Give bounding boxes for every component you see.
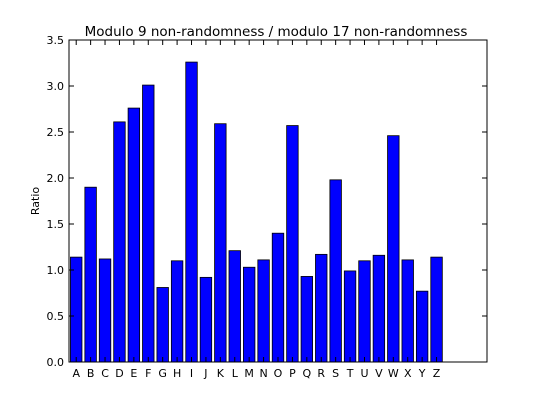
x-tick-label-a: A — [72, 367, 80, 380]
bar-y — [415, 290, 429, 363]
bar-u — [358, 260, 371, 363]
x-tick-label-f: F — [145, 367, 151, 380]
y-tick-label: 2.0 — [47, 172, 65, 185]
x-tick-label-r: R — [317, 367, 325, 380]
y-tick-label: 2.5 — [47, 126, 65, 139]
bar-x — [401, 259, 414, 363]
x-tick-label-s: S — [332, 367, 339, 380]
y-axis-label: Ratio — [29, 187, 42, 216]
bar-w — [387, 135, 400, 363]
x-tick-label-z: Z — [433, 367, 441, 380]
y-tick-label: 1.0 — [47, 264, 65, 277]
bar-l — [228, 250, 241, 363]
x-tick-label-v: V — [375, 367, 383, 380]
bar-j — [199, 276, 213, 363]
bar-h — [170, 260, 184, 363]
x-tick-label-g: G — [158, 367, 167, 380]
x-tick-label-w: W — [388, 367, 399, 380]
bar-g — [156, 287, 169, 363]
x-tick-label-n: N — [259, 367, 267, 380]
x-tick-label-j: J — [203, 367, 207, 380]
x-tick-label-t: T — [346, 367, 354, 380]
bar-b — [84, 186, 97, 363]
x-tick-label-o: O — [274, 367, 283, 380]
chart-title: Modulo 9 non-randomness / modulo 17 non-… — [85, 24, 468, 40]
bar-q — [300, 276, 313, 363]
x-tick-label-x: X — [404, 367, 412, 380]
bar-e — [127, 107, 141, 363]
plot-area-frame — [68, 39, 488, 363]
bar-n — [257, 259, 270, 363]
x-tick-label-i: I — [190, 367, 193, 380]
bar-c — [98, 258, 112, 363]
x-tick-label-y: Y — [418, 367, 426, 380]
bar-m — [243, 266, 256, 363]
x-tick-label-k: K — [217, 367, 225, 380]
bar-o — [271, 232, 285, 363]
bar-i — [185, 61, 198, 363]
y-tick-label: 0.5 — [47, 310, 65, 323]
bar-p — [286, 125, 299, 363]
x-tick-label-b: B — [87, 367, 95, 380]
x-tick-label-m: M — [244, 367, 254, 380]
x-tick-label-l: L — [232, 367, 239, 380]
bar-d — [113, 121, 126, 363]
y-tick-label: 0.0 — [47, 356, 65, 369]
bar-s — [329, 179, 342, 363]
x-tick-label-p: P — [289, 367, 296, 380]
bar-f — [142, 84, 155, 363]
y-tick-label: 3.5 — [47, 34, 65, 47]
x-tick-label-c: C — [101, 367, 109, 380]
x-tick-label-q: Q — [302, 367, 311, 380]
y-tick-label: 1.5 — [47, 218, 65, 231]
x-tick-label-h: H — [173, 367, 181, 380]
bar-t — [343, 270, 357, 363]
y-axis-ticks: 0.0 0.5 1.0 1.5 2.0 2.5 3.0 3.5 — [47, 34, 487, 369]
bar-r — [315, 253, 328, 363]
bar-z — [430, 256, 443, 363]
x-tick-label-u: U — [360, 367, 368, 380]
bar-k — [214, 123, 227, 363]
x-tick-label-d: D — [115, 367, 123, 380]
y-tick-label: 3.0 — [47, 80, 65, 93]
x-tick-label-e: E — [130, 367, 137, 380]
bar-v — [372, 254, 386, 363]
bar-a — [70, 256, 83, 363]
